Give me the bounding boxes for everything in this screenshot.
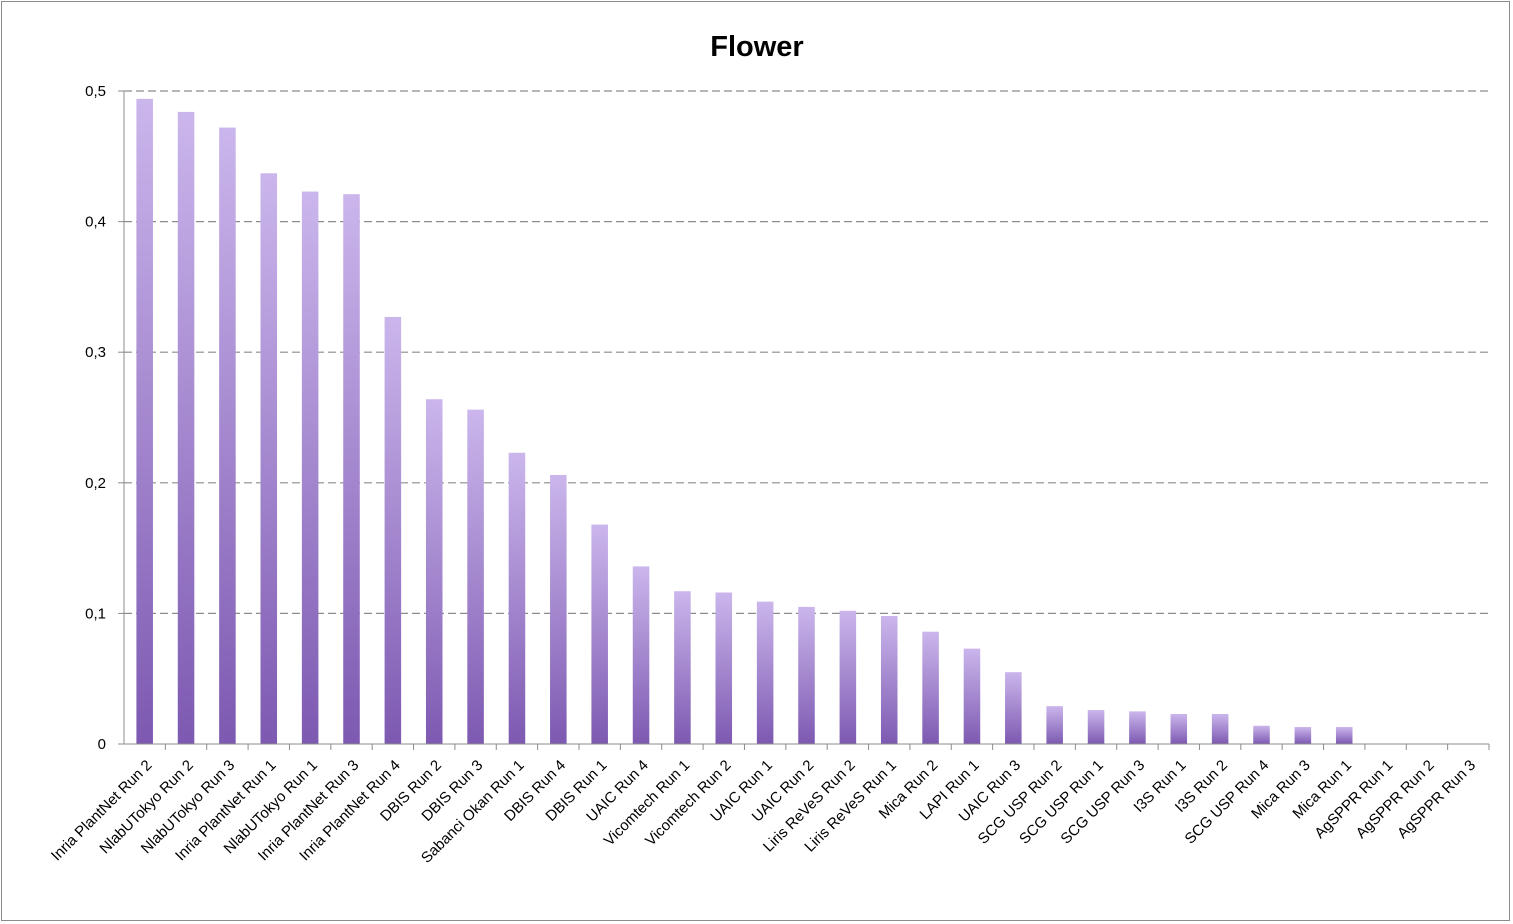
bar [963,648,981,744]
bar [839,610,857,744]
bar [1046,706,1063,744]
bar [1129,711,1146,744]
y-tick-label: 0,1 [85,605,106,622]
bar [922,631,939,744]
chart-title: Flower [710,31,803,63]
bar [591,524,608,744]
bar [674,591,691,744]
bar [1253,725,1270,744]
bar [343,194,360,744]
bar [467,409,484,744]
bar [1170,713,1188,744]
bar [550,474,567,744]
bar [508,452,526,744]
bar [880,616,898,744]
y-tick-label: 0,2 [85,475,106,492]
y-tick-label: 0,5 [85,83,106,100]
bar [177,111,195,745]
bar [1294,727,1312,744]
bar [1335,727,1353,744]
y-tick-label: 0,4 [85,214,106,231]
bar [632,566,650,744]
y-tick-labels: 0 0,1 0,2 0,3 0,4 0,5 [85,83,106,753]
bars [136,98,1353,745]
y-tick-label: 0 [98,736,106,753]
bar [136,98,153,744]
bar [219,127,236,745]
bar [756,601,774,744]
gridlines [124,90,1489,615]
bar [1005,672,1022,744]
bar [260,173,278,744]
bar [798,606,815,744]
bar [1211,713,1229,744]
axes [118,90,1490,750]
bar [384,316,402,744]
bar [301,191,319,744]
bar [425,399,443,744]
y-tick-label: 0,3 [85,344,106,361]
bar [715,592,733,744]
bar [1087,710,1105,744]
